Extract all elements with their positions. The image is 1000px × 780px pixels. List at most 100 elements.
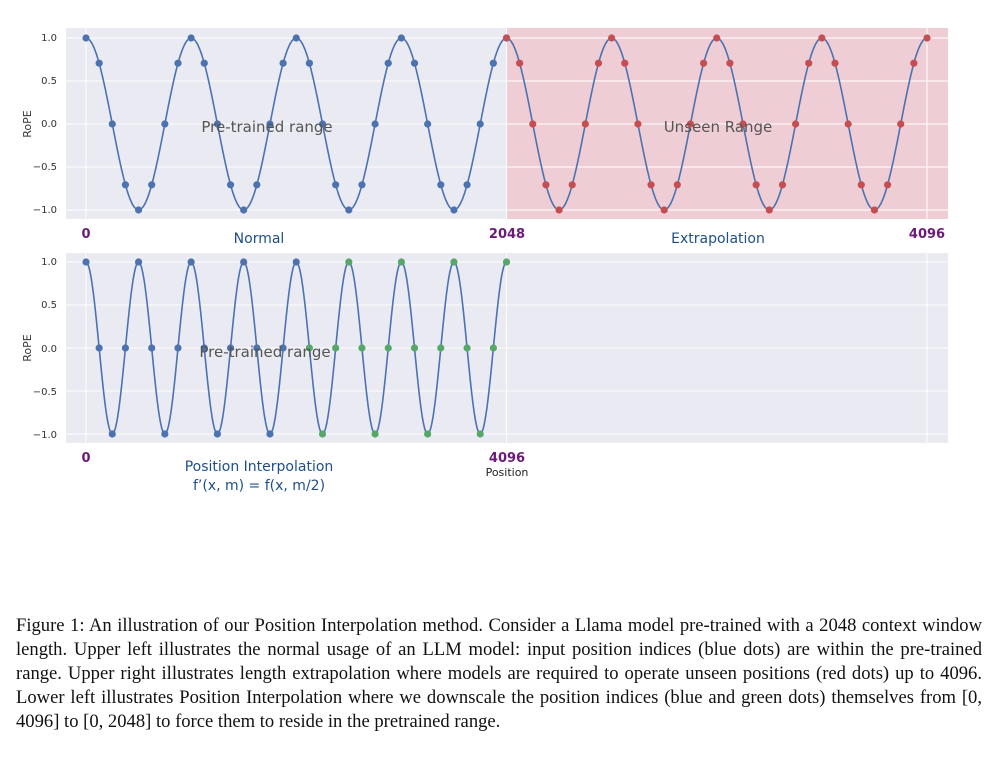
bottom-blue-dot-7 [174,344,182,352]
top-red-dot-9 [621,59,629,67]
bottom-blue-dot-4 [134,258,143,266]
bottom-blue-dot-5 [148,344,156,352]
top-ytick-3: 0.0 [41,119,57,130]
bottom-blue-dot-11 [226,344,235,352]
top-red-dot-24 [818,34,826,42]
figure-caption: Figure 1: An illustration of our Positio… [16,614,982,734]
caption-label: Figure 1: [16,615,85,636]
top-red-dot-19 [752,181,760,189]
bottom-blue-dot-8 [187,258,195,266]
top-blue-dot-15 [279,59,287,67]
top-grid [66,28,948,219]
bottom-blue-dot-3 [121,344,130,352]
top-red-dot-6 [581,120,589,128]
top-red-dot-0 [502,34,511,42]
bottom-panel: 1.0 0.5 0.0 −0.5 −1.0 RoPE Pre-trained r… [21,253,948,494]
top-ytick-2: 0.5 [41,76,57,87]
top-blue-dot-21 [358,181,366,189]
top-blue-dot-18 [318,120,327,128]
top-red-dot-21 [778,181,787,189]
top-blue-dot-10 [213,120,222,128]
top-red-dot-30 [897,120,905,128]
bottom-green-dot-7 [397,258,405,266]
top-blue-dot-13 [253,181,261,189]
top-pos-4096: 4096 [909,227,945,242]
bottom-green-dot-10 [437,344,445,352]
bottom-blue-dot-9 [200,344,208,352]
top-red-dot-29 [883,181,892,189]
top-blue-dot-30 [476,120,484,128]
top-blue-dot-14 [266,120,274,128]
top-blue-dot-24 [397,34,405,42]
caption-text: An illustration of our Position Interpol… [16,615,983,732]
top-red-dot-8 [608,34,616,42]
top-blue-dot-16 [292,34,300,42]
top-ytick-5: −1.0 [33,205,57,216]
bottom-blue-dot-13 [253,344,261,352]
bottom-blue-dot-6 [161,430,169,438]
top-red-dot-15 [700,59,708,67]
top-red-dot-20 [765,206,773,214]
top-red-dot-27 [857,181,865,189]
bottom-green-dot-11 [450,258,458,266]
top-blue-dot-4 [134,206,143,214]
top-red-dot-16 [713,34,721,42]
top-blue-dot-0 [82,34,90,42]
top-unseen-range-label: Unseen Range [664,118,773,136]
top-blue-dot-28 [450,206,458,214]
top-red-dot-17 [726,59,734,67]
top-blue-dot-3 [121,181,130,189]
bottom-green-dot-14 [489,344,497,352]
top-normal-label: Normal [234,231,285,247]
bottom-green-dot-0 [305,344,313,352]
bottom-blue-dot-10 [213,430,222,438]
bottom-pretrained-range-label: Pre-trained range [199,343,330,361]
top-blue-dot-11 [226,181,235,189]
top-blue-dot-23 [384,59,392,67]
top-blue-dot-25 [410,59,419,67]
bottom-formula: f’(x, m) = f(x, m/2) [193,478,325,494]
top-ytick-1: 1.0 [41,33,57,44]
top-red-dot-14 [686,120,695,128]
top-blue-dot-9 [200,59,208,67]
top-red-dot-26 [844,120,852,128]
bottom-green-dot-5 [371,430,379,438]
top-red-dot-4 [555,206,563,214]
bottom-ytick-4: −0.5 [33,387,57,398]
bottom-blue-dot-0 [82,258,90,266]
bottom-ytick-3: 0.0 [41,344,57,355]
top-ylabel: RoPE [21,110,34,138]
top-ytick-4: −0.5 [33,162,57,173]
top-blue-dot-17 [305,59,313,67]
top-blue-dot-6 [161,120,169,128]
bottom-green-dot-8 [410,344,419,352]
top-pos-2048: 2048 [489,227,525,242]
bottom-blue-dot-16 [292,258,300,266]
top-red-dot-7 [594,59,603,67]
bottom-pos-4096: 4096 [489,451,525,466]
top-blue-dot-29 [463,181,471,189]
top-red-dot-11 [647,181,655,189]
bottom-ytick-5: −1.0 [33,430,57,441]
top-red-dot-2 [529,120,537,128]
bottom-green-dot-4 [358,344,366,352]
bottom-dots [82,258,511,438]
bottom-blue-dot-2 [108,430,116,438]
bottom-green-dot-12 [463,344,471,352]
top-blue-dot-12 [240,206,248,214]
top-pretrained-range-label: Pre-trained range [201,118,332,136]
bottom-green-dot-6 [384,344,392,352]
top-red-dot-5 [568,181,576,189]
bottom-green-dot-15 [502,258,511,266]
bottom-blue-dot-15 [279,344,287,352]
bottom-green-dot-3 [345,258,353,266]
top-red-dot-10 [634,120,642,128]
top-extrapolation-label: Extrapolation [671,231,765,247]
top-red-dot-13 [673,181,681,189]
bottom-ytick-2: 0.5 [41,300,57,311]
top-red-dot-12 [660,206,668,214]
figure-1: 1.0 0.5 0.0 −0.5 −1.0 RoPE Pre-trained r… [21,28,948,494]
bottom-pos-0: 0 [81,451,90,466]
top-blue-dot-1 [95,59,103,67]
bottom-ylabel: RoPE [21,334,34,362]
